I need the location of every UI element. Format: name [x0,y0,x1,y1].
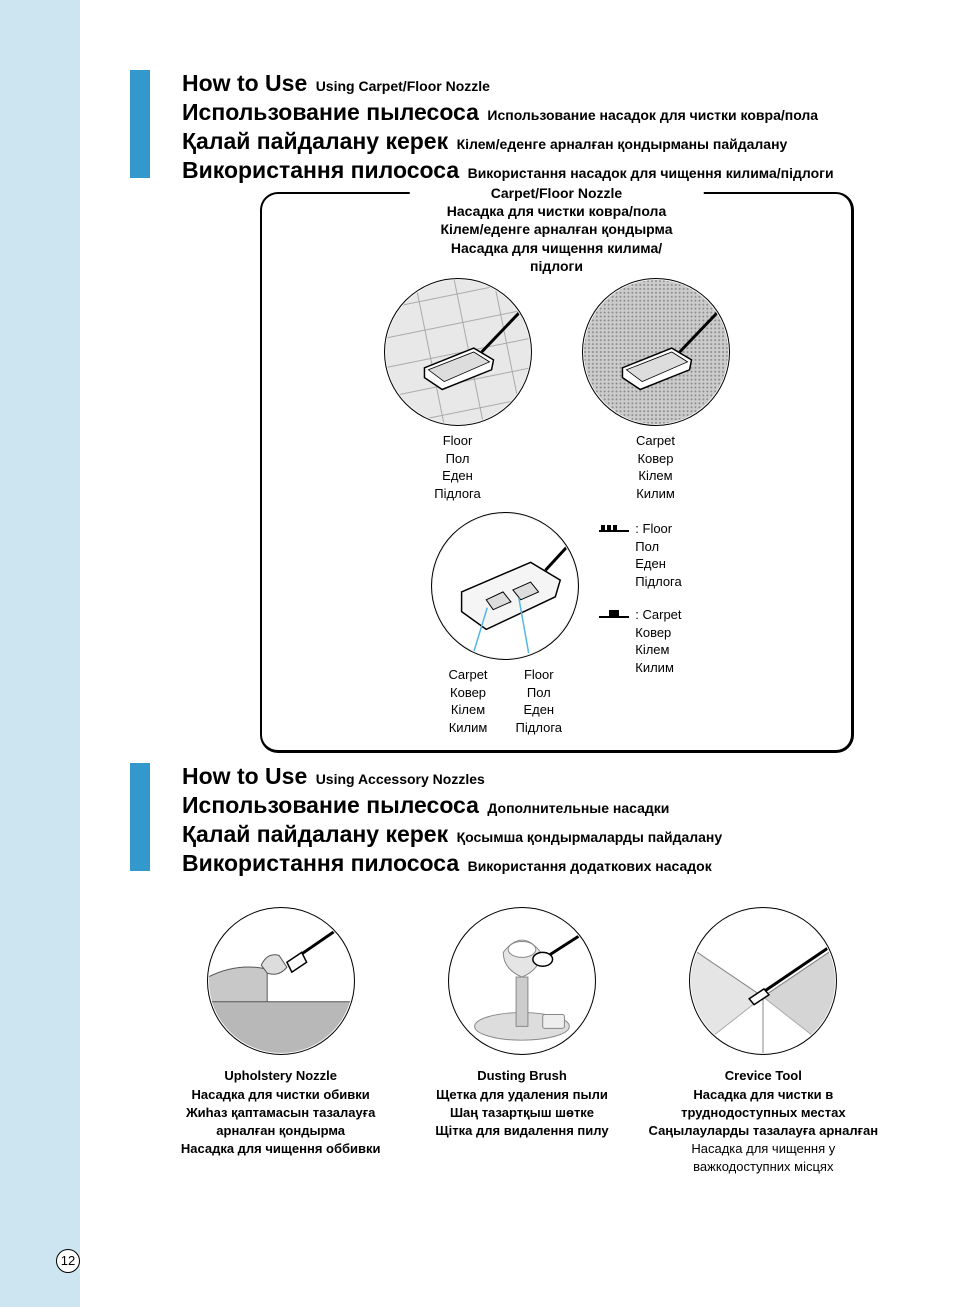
heading-uk: Використання пилососа [182,157,459,183]
heading-ru: Использование пылесоса [182,99,479,125]
legend-floor-en: Floor [643,521,673,536]
crevice-tool-illustration [689,907,837,1055]
floor-label-ru: Пол [384,450,532,468]
pedal-closeup-group: Carpet Ковер Кілем Килим Floor Пол Еден … [431,512,579,736]
crevice-tool-item: Crevice Tool Насадка для чистки в трудно… [643,907,884,1176]
legend-floor-kk: Еден [635,555,681,573]
section-marker [130,763,150,871]
legend-floor-uk: Підлога [635,573,681,591]
floor-nozzle-illustration [384,278,532,426]
legend-carpet-kk: Кілем [635,641,681,659]
upholstery-nozzle-item: Upholstery Nozzle Насадка для чистки оби… [160,907,401,1176]
floor-labels: Floor Пол Еден Підлога [384,432,532,502]
upholstery-illustration [207,907,355,1055]
subheading2-kk: Қосымша қондырмаларды пайдалану [457,829,723,845]
crevice-tool-labels: Crevice Tool Насадка для чистки в трудно… [643,1067,884,1176]
section1-header: How to Use Using Carpet/Floor Nozzle Исп… [130,70,914,186]
section2-headings: How to Use Using Accessory Nozzles Испол… [182,763,914,879]
box-title-uk: Насадка для чищення килима/підлоги [429,239,684,275]
legend-floor-row: : Floor Пол Еден Підлога [599,520,681,590]
carpet-labels: Carpet Ковер Кілем Килим [582,432,730,502]
section1-headings: How to Use Using Carpet/Floor Nozzle Исп… [182,70,914,186]
legend-carpet-uk: Килим [635,659,681,677]
floor-label-uk: Підлога [384,485,532,503]
subheading-uk: Використання насадок для чищення килима/… [468,165,834,181]
box-title: Carpet/Floor Nozzle Насадка для чистки к… [409,184,704,275]
carpet-label-en: Carpet [582,432,730,450]
heading2-uk: Використання пилососа [182,850,459,876]
subheading-en: Using Carpet/Floor Nozzle [316,78,490,94]
floor-label-kk: Еден [384,467,532,485]
dusting-brush-labels: Dusting Brush Щетка для удаления пыли Ша… [401,1067,642,1140]
heading2-kk: Қалай пайдалану керек [182,821,448,847]
side-accent-strip [0,0,80,1307]
floor-pedal-icon [599,522,629,534]
carpet-nozzle-item: Carpet Ковер Кілем Килим [582,278,730,502]
legend-carpet-en: Carpet [643,607,682,622]
section2-header: How to Use Using Accessory Nozzles Испол… [130,763,914,879]
legend-carpet-ru: Ковер [635,624,681,642]
box-title-ru: Насадка для чистки ковра/пола [429,202,684,220]
box-title-en: Carpet/Floor Nozzle [429,184,684,202]
upholstery-labels: Upholstery Nozzle Насадка для чистки оби… [160,1067,401,1158]
subheading2-en: Using Accessory Nozzles [316,771,485,787]
carpet-pedal-icon [599,608,629,620]
nozzle-circles-row: Floor Пол Еден Підлога [282,278,831,502]
box-title-kk: Кілем/еденге арналған қондырма [429,220,684,238]
carpet-label-uk: Килим [582,485,730,503]
pedal-icon-legend: : Floor Пол Еден Підлога : Carpet Ковер [599,512,681,692]
carpet-label-kk: Кілем [582,467,730,485]
subheading-kk: Кілем/еденге арналған қондырманы пайдала… [457,136,788,152]
section-marker [130,70,150,178]
carpet-nozzle-illustration [582,278,730,426]
pedal-diagram-row: Carpet Ковер Кілем Килим Floor Пол Еден … [282,512,831,736]
legend-floor-ru: Пол [635,538,681,556]
heading-en: How to Use [182,70,307,96]
pedal-left-labels: Carpet Ковер Кілем Килим [449,666,488,736]
subheading2-ru: Дополнительные насадки [487,800,669,816]
page-number: 12 [56,1249,80,1273]
carpet-floor-diagram-box: Carpet/Floor Nozzle Насадка для чистки к… [260,192,854,753]
subheading2-uk: Використання додаткових насадок [468,858,712,874]
carpet-label-ru: Ковер [582,450,730,468]
floor-nozzle-item: Floor Пол Еден Підлога [384,278,532,502]
page-content: How to Use Using Carpet/Floor Nozzle Исп… [80,0,954,1197]
heading2-ru: Использование пылесоса [182,792,479,818]
pedal-closeup-illustration [431,512,579,660]
pedal-right-labels: Floor Пол Еден Підлога [516,666,562,736]
floor-label-en: Floor [384,432,532,450]
heading2-en: How to Use [182,763,307,789]
dusting-brush-illustration [448,907,596,1055]
pedal-bottom-labels: Carpet Ковер Кілем Килим Floor Пол Еден … [431,666,579,736]
accessory-row: Upholstery Nozzle Насадка для чистки оби… [130,907,914,1176]
legend-carpet-row: : Carpet Ковер Кілем Килим [599,606,681,676]
heading-kk: Қалай пайдалану керек [182,128,448,154]
subheading-ru: Использование насадок для чистки ковра/п… [487,107,818,123]
dusting-brush-item: Dusting Brush Щетка для удаления пыли Ша… [401,907,642,1176]
